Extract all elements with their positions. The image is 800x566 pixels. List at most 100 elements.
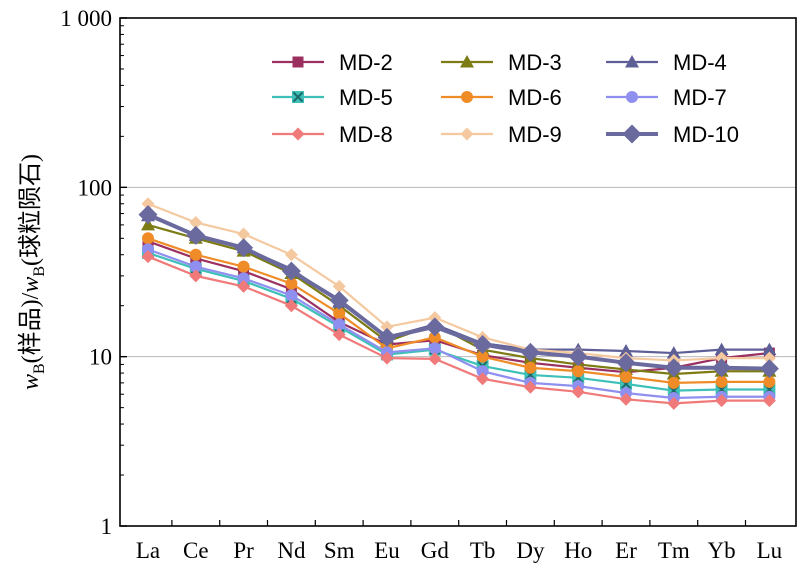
marker-shape: [380, 320, 394, 334]
marker-shape: [619, 392, 633, 406]
marker-shape: [571, 385, 585, 399]
marker-shape: [333, 307, 346, 320]
series-md-9: [141, 197, 776, 367]
legend-swatch-marker: [292, 91, 304, 103]
marker-shape: [141, 197, 155, 211]
legend-label: MD-7: [673, 85, 727, 110]
data-point-md-3: [141, 217, 155, 231]
marker-shape: [425, 317, 445, 337]
marker-shape: [237, 227, 251, 241]
legend-label: MD-8: [339, 122, 393, 147]
marker-shape: [762, 394, 776, 408]
legend-label: MD-4: [673, 50, 727, 75]
marker-shape: [284, 248, 298, 262]
data-point-md-6: [715, 375, 728, 388]
data-point-md-8: [141, 250, 155, 264]
data-point-md-10: [473, 334, 493, 354]
marker-shape: [667, 396, 681, 410]
x-tick-label: Sm: [324, 538, 355, 563]
legend-label: MD-2: [339, 50, 393, 75]
marker-shape: [428, 342, 441, 355]
legend-swatch-marker: [625, 55, 639, 68]
data-point-md-9: [715, 351, 729, 365]
series-md-6: [142, 232, 776, 389]
legend-label: MD-6: [508, 85, 562, 110]
x-tick-label: Gd: [421, 538, 450, 563]
marker-shape: [461, 91, 473, 103]
legend-swatch-marker: [460, 55, 474, 68]
x-tick-label: Ce: [183, 538, 209, 563]
data-point-md-9: [332, 279, 346, 293]
data-point-md-6: [524, 361, 537, 374]
data-point-md-6: [476, 350, 489, 363]
legend-entry-md-3: MD-3: [441, 50, 562, 75]
legend: MD-2 MD-3 MD-4 MD-5 MD-6 MD-7 MD-8 MD-9 MD-10: [272, 50, 739, 147]
data-point-md-6: [189, 248, 202, 261]
legend-label: MD-5: [339, 85, 393, 110]
data-point-md-4: [619, 344, 633, 357]
data-point-md-10: [616, 353, 636, 373]
marker-shape: [234, 238, 254, 258]
marker-shape: [380, 351, 394, 365]
data-point-md-4: [666, 346, 681, 359]
data-point-md-7: [142, 243, 154, 256]
legend-entry-md-4: MD-4: [606, 50, 727, 75]
marker-shape: [237, 272, 250, 285]
legend-entry-md-7: MD-7: [606, 85, 727, 110]
x-tick-label: Tb: [470, 538, 496, 563]
series-line-md-9: [147, 202, 770, 362]
data-point-md-9: [189, 215, 203, 229]
marker-shape: [667, 376, 680, 389]
marker-shape: [186, 225, 206, 245]
marker-shape: [189, 248, 202, 261]
legend-swatch-marker: [461, 91, 473, 103]
data-point-md-10: [234, 238, 254, 258]
data-point-md-6: [667, 376, 680, 389]
marker-shape: [237, 260, 250, 273]
series-md-7: [142, 243, 776, 405]
x-tick-label: Nd: [277, 538, 306, 563]
data-point-md-10: [138, 205, 158, 225]
axes: [119, 17, 797, 527]
marker-shape: [473, 334, 493, 354]
marker-shape: [189, 260, 202, 273]
x-tick-label: Lu: [757, 538, 783, 563]
data-point-md-7: [476, 365, 489, 378]
legend-swatch-marker: [622, 124, 642, 144]
series-line-md-5: [147, 251, 770, 392]
data-point-md-10: [425, 317, 445, 337]
plot-frame: [119, 17, 797, 527]
data-point-md-8: [667, 396, 681, 410]
marker-shape: [715, 394, 729, 408]
legend-label: MD-10: [673, 122, 739, 147]
marker-shape: [625, 55, 639, 68]
marker-shape: [377, 327, 397, 347]
legend-label: MD-3: [508, 50, 562, 75]
marker-shape: [762, 342, 777, 356]
y-tick-label: 10: [89, 345, 112, 370]
marker-shape: [715, 375, 728, 388]
data-point-md-9: [380, 320, 394, 334]
data-point-md-7: [189, 260, 202, 273]
x-tick-label: Eu: [374, 538, 400, 563]
x-tick-label: Er: [615, 538, 637, 563]
data-point-md-8: [523, 380, 537, 394]
marker-shape: [715, 351, 729, 365]
marker-shape: [622, 124, 642, 144]
marker-cross: [292, 91, 304, 103]
data-point-md-10: [520, 342, 540, 362]
legend-entry-md-8: MD-8: [272, 122, 393, 147]
marker-shape: [142, 232, 154, 245]
data-point-md-8: [284, 299, 298, 313]
legend-label: MD-9: [508, 122, 562, 147]
legend-entry-md-10: MD-10: [606, 122, 739, 147]
data-point-md-7: [237, 272, 250, 285]
y-tick-label: 100: [78, 175, 113, 200]
legend-entry-md-9: MD-9: [441, 122, 562, 147]
data-point-md-7: [428, 342, 441, 355]
data-point-md-4: [714, 342, 729, 356]
data-point-md-6: [620, 370, 632, 383]
data-point-md-7: [285, 289, 298, 302]
data-point-md-10: [281, 261, 301, 281]
marker-shape: [189, 269, 203, 283]
